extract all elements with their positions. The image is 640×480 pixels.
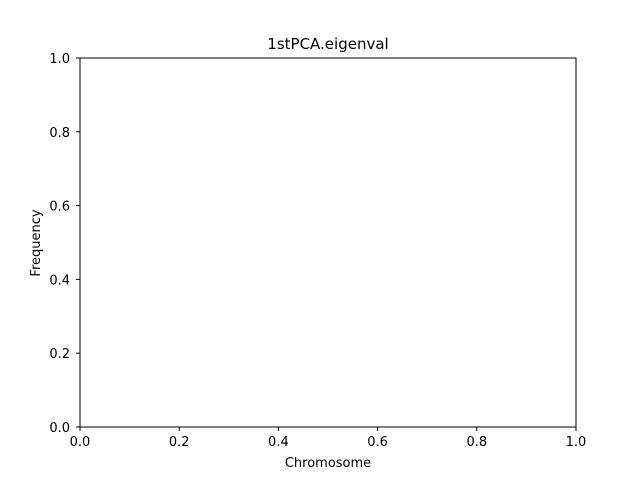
- x-tick-label: 0.6: [367, 435, 388, 450]
- x-tick-label: 0.4: [268, 435, 289, 450]
- x-tick-label: 0.2: [169, 435, 190, 450]
- y-axis-label: Frequency: [29, 209, 44, 276]
- x-tick-label: 0.8: [466, 435, 487, 450]
- y-tick-label: 0.2: [49, 347, 70, 362]
- y-tick-label: 1.0: [49, 52, 70, 67]
- axes-frame: [79, 57, 577, 428]
- x-axis-label: Chromosome: [285, 456, 371, 471]
- chart-title: 1stPCA.eigenval: [267, 35, 388, 53]
- x-tick-label: 1.0: [566, 435, 587, 450]
- x-tick-label: 0.0: [70, 435, 91, 450]
- y-axis: 0.0 0.2 0.4 0.6 0.8 1.0: [49, 52, 80, 436]
- y-tick-label: 0.8: [49, 126, 70, 141]
- plot-area: 0.0 0.2 0.4 0.6 0.8 1.0 0.0 0.2 0.4 0.6 0.8 1.0: [49, 52, 586, 450]
- x-axis: 0.0 0.2 0.4 0.6 0.8 1.0: [70, 427, 587, 450]
- y-tick-label: 0.4: [49, 273, 70, 288]
- y-tick-label: 0.0: [49, 421, 70, 436]
- y-tick-label: 0.6: [49, 200, 70, 215]
